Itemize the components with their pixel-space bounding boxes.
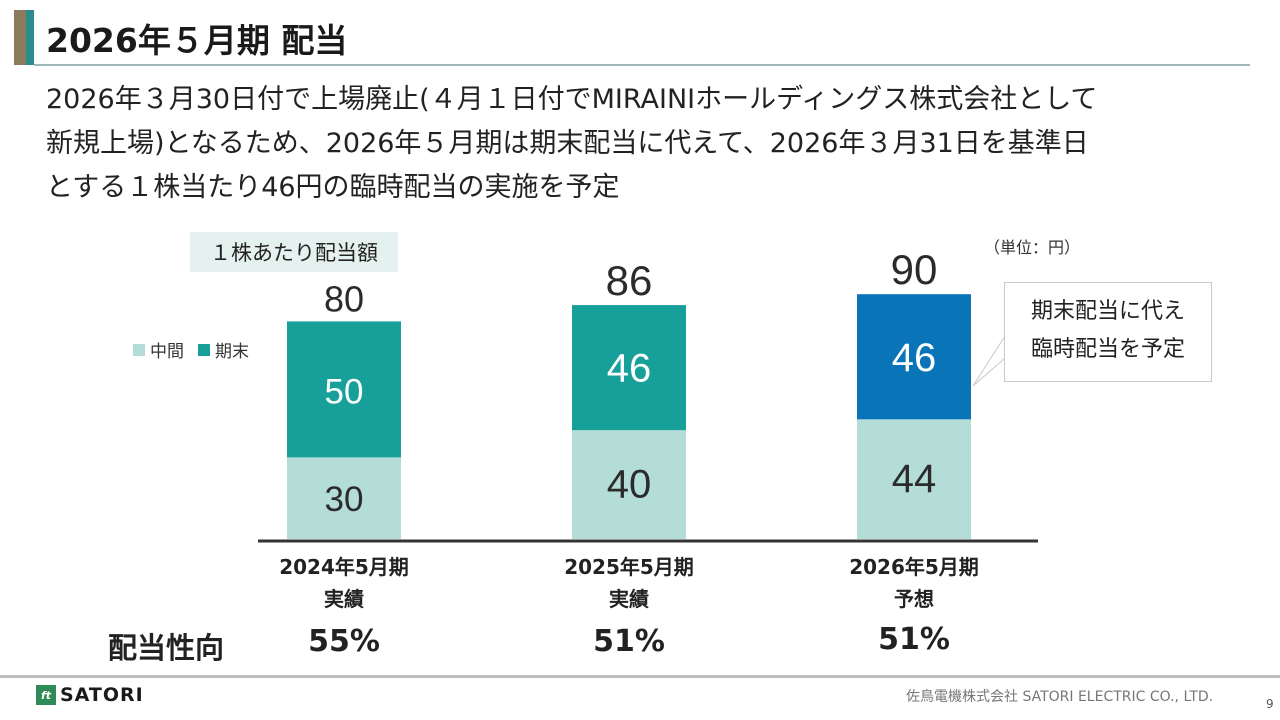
legend-swatch-interim [133,343,145,356]
company-logo: ft SATORI [36,684,144,706]
bar-final [287,321,401,458]
title-divider [34,64,1250,66]
footer-divider [0,675,1280,678]
unit-label: （単位：円） [984,238,1081,257]
callout-line-2: 臨時配当を予定 [1030,337,1185,362]
chart-legend: 中間 期末 [133,337,249,362]
logo-mark-icon: ft [36,685,56,705]
data-label-total: 90 [891,246,938,293]
bar-interim [857,419,971,539]
category-label-2026: 2026年5月期 予想 [814,551,1014,615]
payout-ratio-2024: 55% [308,624,380,659]
callout-line-1: 期末配当に代え [1030,299,1185,324]
legend-item-interim: 中間 [133,337,184,362]
logo-text: SATORI [60,684,144,706]
chart-title: １株あたり配当額 [190,232,398,272]
callout-pointer [972,334,1006,387]
bar-interim [287,457,401,539]
legend-label-interim: 中間 [150,342,184,362]
payout-ratio-2026: 51% [878,622,950,657]
data-label-total: 80 [324,278,364,319]
category-label-status: 予想 [894,587,934,611]
data-label-interim: 30 [325,480,364,519]
legend-label-final: 期末 [215,342,249,362]
category-label-status: 実績 [609,587,649,611]
data-label-interim: 44 [892,457,937,501]
company-name: 佐鳥電機株式会社 SATORI ELECTRIC CO., LTD. [906,689,1214,705]
category-label-period: 2024年5月期 [279,555,409,579]
legend-item-final: 期末 [198,337,249,362]
data-label-final: 46 [607,347,652,391]
category-label-period: 2026年5月期 [849,555,979,579]
data-label-final: 46 [892,336,937,380]
page-number: 9 [1266,697,1274,711]
data-label-final: 50 [325,372,364,411]
chart-callout: 期末配当に代え 臨時配当を予定 [1004,282,1212,382]
payout-ratio-2025: 51% [593,624,665,659]
bar-final [572,305,686,431]
bar-final [857,294,971,420]
bar-interim [572,430,686,539]
title-accent-bar [14,10,34,65]
category-label-status: 実績 [324,587,364,611]
legend-swatch-final [198,343,210,356]
data-label-total: 86 [606,257,653,304]
category-label-2025: 2025年5月期 実績 [529,551,729,615]
lead-line-3: とする１株当たり46円の臨時配当の実施を予定 [46,172,620,203]
payout-ratio-label: 配当性向 [108,631,225,665]
lead-line-2: 新規上場)となるため、2026年５月期は期末配当に代えて、2026年３月31日を… [46,128,1089,159]
data-label-interim: 40 [607,463,652,507]
category-label-2024: 2024年5月期 実績 [244,551,444,615]
lead-line-1: 2026年３月30日付で上場廃止(４月１日付でMIRAINIホールディングス株式… [46,84,1098,115]
category-label-period: 2025年5月期 [564,555,694,579]
lead-text: 2026年３月30日付で上場廃止(４月１日付でMIRAINIホールディングス株式… [46,78,1226,210]
page-title: 2026年５月期 配当 [46,21,348,60]
